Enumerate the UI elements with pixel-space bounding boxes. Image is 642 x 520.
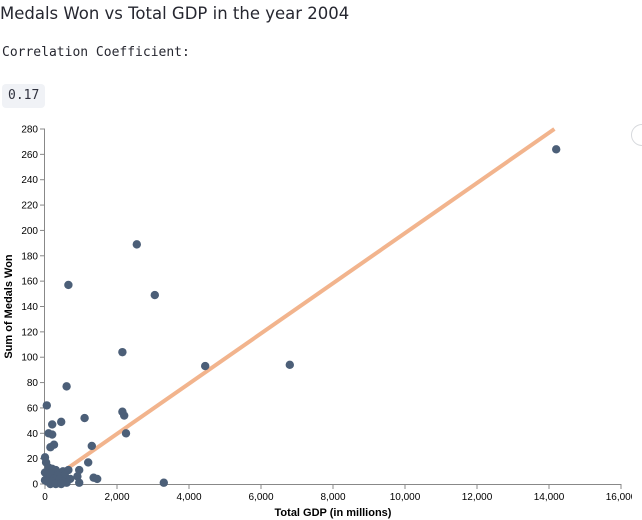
data-point[interactable] bbox=[93, 474, 102, 484]
data-point[interactable] bbox=[62, 382, 71, 391]
y-tick-label: 240 bbox=[21, 175, 38, 186]
data-point[interactable] bbox=[64, 280, 73, 290]
y-tick-label: 220 bbox=[21, 201, 38, 212]
x-tick-label: 10,000 bbox=[390, 492, 421, 503]
y-axis: 0 20 40 60 80 100 120 140 160 180 200 220 240 260 280 bbox=[21, 125, 45, 491]
y-tick-label: 200 bbox=[21, 226, 38, 237]
x-axis: 0 2,000 4,000 6,000 8,000 10,000 12,000 14,000 1… bbox=[42, 484, 632, 503]
trend-line bbox=[43, 127, 556, 486]
x-axis-title: Total GDP (in millions) bbox=[275, 507, 392, 519]
y-tick-label: 0 bbox=[32, 480, 38, 491]
x-tick-label: 16,000 bbox=[606, 492, 632, 503]
y-tick-label: 180 bbox=[21, 251, 38, 262]
y-tick-label: 20 bbox=[27, 454, 39, 465]
data-point[interactable] bbox=[87, 441, 97, 451]
data-point[interactable] bbox=[121, 429, 131, 438]
data-point[interactable] bbox=[46, 443, 55, 452]
trend-line-layer bbox=[43, 127, 556, 486]
y-tick-label: 120 bbox=[21, 327, 38, 338]
scatter-chart[interactable]: 0 2,000 4,000 6,000 8,000 10,000 12,000 14,000 1… bbox=[0, 118, 632, 520]
data-point[interactable] bbox=[84, 458, 93, 467]
data-point[interactable] bbox=[75, 465, 84, 475]
y-tick-label: 280 bbox=[21, 125, 38, 136]
y-tick-label: 60 bbox=[27, 403, 39, 414]
x-tick-label: 12,000 bbox=[462, 492, 493, 503]
data-point[interactable] bbox=[201, 361, 210, 371]
data-point[interactable] bbox=[120, 411, 129, 420]
y-tick-label: 40 bbox=[27, 429, 39, 440]
x-tick-label: 6,000 bbox=[248, 492, 273, 503]
data-point[interactable] bbox=[150, 290, 159, 300]
x-tick-label: 4,000 bbox=[176, 492, 201, 503]
data-point[interactable] bbox=[75, 478, 84, 487]
data-point[interactable] bbox=[73, 472, 82, 481]
page-title: Medals Won vs Total GDP in the year 2004 bbox=[0, 4, 350, 23]
data-point[interactable] bbox=[48, 420, 57, 429]
fullscreen-toggle-button[interactable] bbox=[631, 124, 642, 146]
data-point[interactable] bbox=[132, 240, 141, 249]
y-tick-label: 160 bbox=[21, 277, 38, 288]
x-tick-label: 8,000 bbox=[320, 492, 345, 503]
data-points bbox=[40, 145, 561, 489]
data-point[interactable] bbox=[118, 347, 127, 357]
data-point[interactable] bbox=[552, 145, 561, 154]
plot-area: 0 2,000 4,000 6,000 8,000 10,000 12,000 14,000 1… bbox=[21, 125, 632, 504]
correlation-label: Correlation Coefficient: bbox=[2, 45, 190, 60]
data-point[interactable] bbox=[159, 478, 168, 487]
x-tick-label: 0 bbox=[42, 492, 48, 503]
y-axis-title: Sum of Medals Won bbox=[3, 254, 15, 359]
y-tick-label: 80 bbox=[27, 378, 39, 389]
x-tick-label: 2,000 bbox=[104, 492, 129, 503]
data-point[interactable] bbox=[42, 401, 51, 410]
y-tick-label: 100 bbox=[21, 353, 38, 364]
correlation-value: 0.17 bbox=[2, 84, 46, 108]
data-point[interactable] bbox=[80, 413, 89, 423]
x-tick-label: 14,000 bbox=[534, 492, 565, 503]
y-tick-label: 140 bbox=[21, 302, 38, 313]
data-point[interactable] bbox=[57, 479, 66, 489]
data-point[interactable] bbox=[285, 360, 294, 370]
data-point[interactable] bbox=[48, 430, 57, 439]
y-tick-label: 260 bbox=[21, 150, 38, 161]
data-point[interactable] bbox=[57, 417, 66, 427]
